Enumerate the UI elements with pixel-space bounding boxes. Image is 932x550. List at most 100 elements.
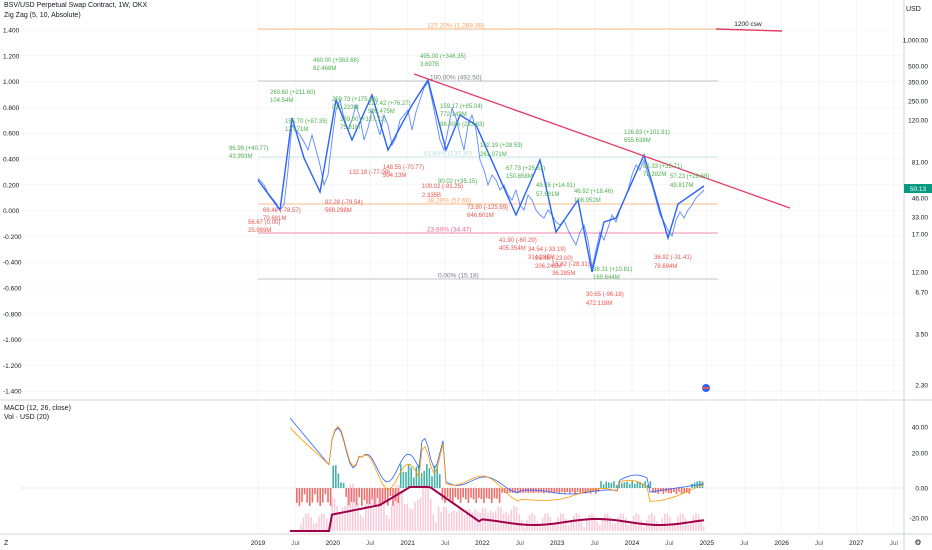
volume-bar (640, 519, 643, 531)
macd-histogram-bar (350, 488, 353, 502)
annotation-line (715, 28, 783, 32)
volume-bar (500, 507, 502, 531)
macd-histogram-bar (316, 488, 319, 503)
volume-bar (456, 511, 458, 531)
x-axis-tick-label: 2021 (400, 540, 415, 547)
macd-histogram-bar (457, 488, 459, 500)
macd-histogram-bar (459, 488, 462, 503)
fib-level-label: 100.00% (492.50) (430, 75, 482, 82)
macd-histogram-bar (355, 488, 358, 506)
volume-bar (570, 521, 572, 531)
zigzag-label: 34.54 (-33.19) (528, 247, 566, 253)
x-axis-tick-label: Jul (441, 540, 450, 547)
chart-title: BSV/USD Perpetual Swap Contract, 1W, OKX (4, 2, 148, 9)
macd-histogram-bar (480, 488, 483, 500)
volume-bar (523, 526, 526, 531)
currency-label: USD (906, 6, 921, 13)
macd-histogram-bar (647, 484, 649, 488)
price-line (257, 80, 705, 269)
zigzag-label: 30.65 (-96.18) (586, 292, 624, 298)
volume-bar (588, 514, 591, 531)
macd-histogram-bar (605, 481, 607, 488)
zigzag-label: 73.80 (-125.69) (467, 205, 508, 211)
volume-bar (575, 513, 578, 531)
zigzag-indicator-label[interactable]: Zig Zag (5, 10, Absolute) (4, 12, 81, 19)
macd-histogram-bar (478, 488, 480, 498)
volume-bar (430, 498, 432, 531)
macd-histogram-bar (506, 488, 509, 493)
volume-bar (396, 484, 398, 531)
macd-histogram-bar (441, 488, 444, 500)
volume-bar (627, 524, 630, 531)
zigzag-label: 75.81M (340, 125, 360, 131)
volume-bar (359, 514, 362, 531)
macd-histogram-bar (493, 488, 496, 499)
volume-bar (510, 509, 513, 531)
macd-histogram-bar (340, 482, 342, 488)
zigzag-label: 41.90 (-60.29) (499, 238, 537, 244)
x-axis-tick-label: 2024 (625, 540, 640, 547)
macd-indicator-label[interactable]: MACD (12, 26, close) (4, 405, 71, 412)
volume-bar (479, 513, 481, 531)
macd-histogram-bar (400, 464, 402, 488)
zigzag-label: 169.644M (593, 275, 620, 281)
macd-histogram-bar (465, 488, 467, 500)
macd-histogram-bar (496, 488, 498, 499)
volume-bar (357, 502, 359, 531)
macd-histogram-bar (579, 488, 581, 494)
zigzag-label: 156.70 (+87.35) (285, 119, 328, 125)
volume-bar (648, 514, 650, 531)
zigzag-label: 260.60 (+211.60) (270, 90, 315, 96)
macd-histogram-bar (660, 488, 662, 492)
volume-bar (596, 521, 598, 531)
volume-bar (375, 493, 377, 531)
volume-bar (518, 514, 520, 531)
volume-indicator-label[interactable]: Vol · USD (20) (4, 414, 50, 421)
macd-histogram-bar (519, 488, 522, 493)
macd-histogram-bar (563, 488, 566, 494)
macd-histogram-bar (467, 488, 470, 503)
volume-bar (448, 513, 450, 531)
zigzag-label: 56.67 (0.00) (248, 220, 280, 226)
volume-bar (547, 513, 549, 531)
macd-histogram-bar (407, 464, 410, 488)
macd-histogram-bar (608, 482, 610, 488)
macd-histogram-bar (397, 488, 399, 504)
macd-histogram-bar (553, 488, 555, 494)
macd-histogram-bar (576, 488, 579, 492)
volume-bar (565, 518, 567, 531)
macd-histogram-bar (491, 488, 493, 503)
macd-histogram-bar (569, 488, 571, 494)
volume-bar (492, 512, 494, 531)
macd-histogram-bar (428, 468, 431, 488)
volume-bar (700, 519, 702, 531)
volume-bar (466, 509, 468, 531)
zigzag-label: 159.17 (+85.04) (440, 104, 483, 110)
zigzag-label: 57.881M (536, 192, 559, 198)
settings-icon: ⚙ (914, 538, 921, 547)
macd-histogram-bar (600, 481, 602, 488)
macd-histogram-bar (345, 488, 347, 497)
zigzag-label: 82.28 (-79.54) (325, 200, 363, 206)
volume-bar (593, 515, 596, 531)
macd-histogram-bar (623, 482, 626, 488)
trendline (413, 73, 791, 209)
zigzag-label: 2.335B (422, 193, 441, 199)
volume-bar (440, 511, 442, 531)
volume-bar (352, 483, 354, 531)
price-badge (904, 184, 932, 193)
macd-histogram-bar (680, 488, 683, 494)
macd-histogram-bar (384, 488, 386, 502)
volume-bar (380, 491, 383, 531)
x-axis-tick-label: 2023 (550, 540, 565, 547)
zigzag-label: 46.92 (+18.46) (574, 189, 613, 195)
macd-histogram-bar (324, 488, 327, 495)
macd-histogram-bar (433, 465, 436, 488)
zigzag-label: 67.73 (+25.63) (506, 166, 545, 172)
volume-bar (391, 505, 393, 531)
macd-histogram-bar (589, 488, 592, 494)
fib-level-label: 38.20% (57.60) (427, 198, 471, 205)
macd-histogram-bar (665, 488, 667, 493)
macd-histogram-bar (410, 467, 412, 488)
